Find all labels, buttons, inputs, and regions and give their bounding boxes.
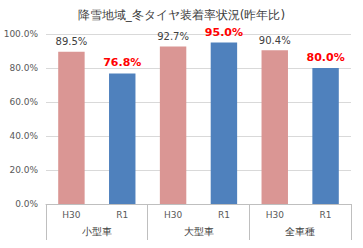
svg-text:H30: H30 [266, 210, 284, 220]
svg-text:降雪地域_冬タイヤ装着率状況(昨年比): 降雪地域_冬タイヤ装着率状況(昨年比) [78, 8, 285, 22]
svg-text:20.0%: 20.0% [9, 165, 38, 175]
svg-text:H30: H30 [164, 210, 182, 220]
svg-text:大型車: 大型車 [184, 226, 214, 237]
svg-text:100.0%: 100.0% [4, 29, 39, 39]
svg-text:92.7%: 92.7% [157, 31, 189, 42]
svg-text:60.0%: 60.0% [9, 97, 38, 107]
svg-text:76.8%: 76.8% [103, 56, 141, 69]
svg-text:90.4%: 90.4% [259, 35, 291, 46]
svg-text:0.0%: 0.0% [15, 199, 38, 209]
svg-text:95.0%: 95.0% [205, 26, 243, 39]
svg-text:R1: R1 [218, 210, 230, 220]
svg-text:R1: R1 [116, 210, 128, 220]
svg-text:80.0%: 80.0% [9, 63, 38, 73]
svg-text:40.0%: 40.0% [9, 131, 38, 141]
svg-text:80.0%: 80.0% [306, 51, 344, 64]
svg-text:H30: H30 [62, 210, 80, 220]
svg-text:全車種: 全車種 [285, 226, 315, 237]
svg-text:89.5%: 89.5% [56, 36, 88, 47]
svg-text:小型車: 小型車 [82, 226, 112, 237]
svg-text:R1: R1 [320, 210, 332, 220]
